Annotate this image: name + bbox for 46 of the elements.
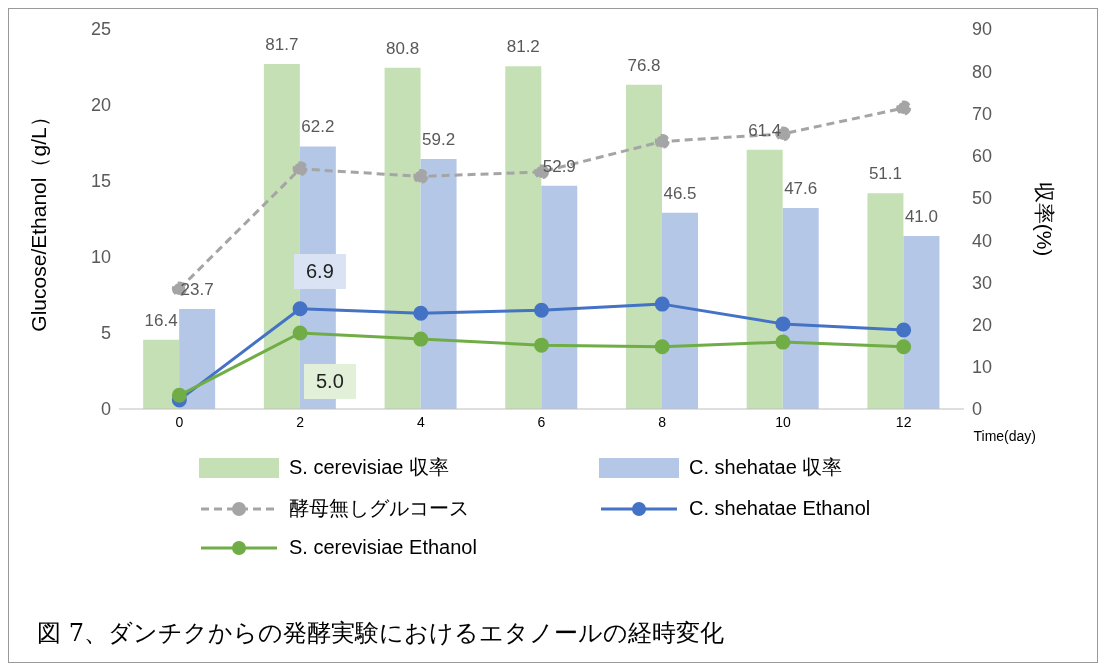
x-tick-label: 6 [537,413,546,430]
y-tick-label: 15 [90,171,111,192]
data-label: 76.8 [627,55,661,75]
y-tick-label: 10 [90,247,111,268]
y2-tick-label: 50 [972,188,993,209]
data-label: 23.7 [180,279,214,299]
y2-axis-title: 収率(%) [1032,181,1056,257]
data-label: 41.0 [904,206,938,226]
data-label: 62.2 [301,117,335,137]
legend-label: C. shehatae Ethanol [689,497,871,520]
legend-label: S. cerevisiae Ethanol [289,536,477,559]
data-label: 59.2 [422,130,456,150]
x-tick-label: 12 [895,413,912,430]
y2-tick-label: 10 [972,357,993,378]
x-tick-label: 2 [296,413,305,430]
data-label: 61.4 [748,120,782,140]
data-label: 52.9 [542,156,576,176]
y2-tick-label: 30 [972,272,993,293]
y2-tick-label: 90 [972,19,993,40]
data-label: 47.6 [784,179,818,199]
x-axis-title: Time(day) [973,428,1036,444]
legend-label: C. shehatae 収率 [689,455,843,480]
annotation: 6.9 [294,254,346,289]
legend-label: S. cerevisiae 収率 [289,455,450,480]
y2-tick-label: 60 [972,146,993,167]
y2-tick-label: 40 [972,230,993,251]
data-label: 81.2 [506,37,540,57]
data-label: 46.5 [663,183,697,203]
y2-tick-label: 20 [972,314,993,335]
y-tick-label: 25 [90,19,111,40]
legend-label: 酵母無しグルコース [289,496,469,521]
x-tick-label: 10 [775,413,791,430]
annotation: 5.0 [304,364,356,399]
y-tick-label: 5 [100,323,111,344]
data-label: 80.8 [386,38,420,58]
y2-tick-label: 80 [972,61,993,82]
y2-tick-label: 70 [972,103,993,124]
data-label: 81.7 [265,35,299,55]
x-tick-label: 8 [658,413,667,430]
y-axis-title: Glucose/Ethanol（g/L） [27,106,51,332]
caption: 図 7、ダンチクからの発酵実験におけるエタノールの経時変化 [37,618,724,649]
y-tick-label: 20 [90,95,111,116]
x-tick-label: 4 [416,413,425,430]
data-label: 51.1 [868,164,902,184]
x-tick-label: 0 [175,413,184,430]
data-label: 16.4 [144,310,178,330]
